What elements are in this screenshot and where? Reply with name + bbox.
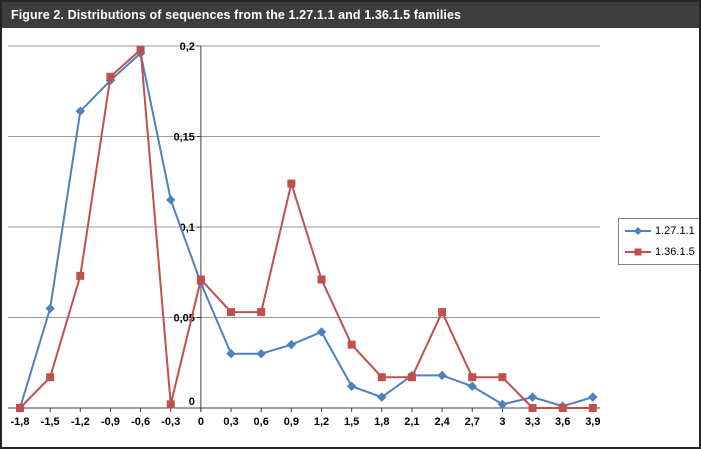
y-tick-label: 0,2 (180, 41, 195, 53)
x-tick-label: -1,8 (11, 416, 30, 428)
marker-square-icon (227, 308, 236, 317)
marker-square-icon (468, 373, 477, 382)
marker-diamond-icon (286, 339, 297, 350)
y-tick-label: 0,05 (173, 313, 194, 325)
x-tick-label: 3,9 (585, 416, 600, 428)
marker-diamond-icon (226, 348, 236, 359)
x-tick-label: 2,7 (465, 416, 480, 428)
x-tick-label: 1,5 (344, 416, 359, 428)
marker-diamond-icon (467, 381, 477, 391)
marker-square-icon (528, 404, 537, 412)
x-tick-label: 0,6 (254, 416, 269, 428)
legend-square-marker-icon (625, 246, 651, 258)
x-tick-label: 0,3 (223, 416, 238, 428)
marker-diamond-icon (377, 392, 387, 402)
chart-area: 0 0,05 0,1 0,15 0,2 -1,8 -1,5 -1,2 -0,9 -0,6 -0,3 0… (2, 28, 699, 447)
marker-square-icon (317, 275, 326, 284)
y-tick-label: 0 (189, 396, 195, 408)
marker-square-icon (166, 400, 175, 409)
marker-square-icon (257, 308, 266, 317)
series-line-1.36.1.5 (19, 48, 593, 409)
marker-square-icon (588, 404, 597, 412)
y-tick-label: 0,15 (173, 132, 194, 144)
x-tick-label: -0,9 (101, 416, 120, 428)
marker-square-icon (136, 45, 145, 54)
marker-square-icon (106, 72, 115, 81)
figure-title: Figure 2. Distributions of sequences fro… (11, 8, 462, 22)
marker-diamond-icon (166, 195, 176, 205)
marker-diamond-icon (256, 348, 266, 359)
legend-diamond-marker-icon (625, 225, 651, 237)
x-tick-label: 1,8 (374, 416, 389, 428)
marker-square-icon (76, 271, 85, 280)
marker-diamond-icon (437, 370, 447, 381)
marker-diamond-icon (316, 327, 327, 337)
marker-square-icon (438, 308, 447, 317)
marker-diamond-icon (45, 303, 55, 314)
marker-square-icon (498, 373, 507, 382)
legend-item-series-1: 1.27.1.1 (625, 225, 695, 237)
x-tick-label: -0,6 (131, 416, 150, 428)
x-tick-label: 1,2 (314, 416, 329, 428)
chart-canvas: 0 0,05 0,1 0,15 0,2 -1,8 -1,5 -1,2 -0,9 -0,6 -0,3 0… (8, 41, 600, 428)
x-tick-label: 3,3 (525, 416, 540, 428)
series-line-1.27.1.1 (19, 52, 594, 409)
marker-square-icon (558, 404, 567, 412)
x-tick-label: 3 (499, 416, 505, 428)
x-tick-label: 0 (198, 416, 204, 428)
legend-label-series-2: 1.36.1.5 (655, 246, 695, 258)
marker-diamond-icon (527, 392, 538, 402)
marker-square-icon (287, 179, 296, 188)
marker-diamond-icon (75, 106, 86, 116)
legend: 1.27.1.1 1.36.1.5 (618, 218, 699, 265)
marker-square-icon (407, 373, 416, 382)
marker-square-icon (377, 373, 386, 382)
legend-item-series-2: 1.36.1.5 (625, 246, 695, 258)
marker-square-icon (347, 340, 356, 349)
marker-square-icon (196, 275, 205, 284)
figure-title-bar: Figure 2. Distributions of sequences fro… (2, 2, 699, 28)
y-tick-label: 0,1 (180, 222, 195, 234)
x-tick-label: 3,6 (555, 416, 570, 428)
x-tick-label: 2,4 (434, 416, 450, 428)
marker-diamond-icon (588, 392, 598, 402)
marker-square-icon (46, 373, 55, 382)
x-tick-label: -0,3 (161, 416, 180, 428)
legend-label-series-1: 1.27.1.1 (655, 225, 695, 237)
x-tick-label: 0,9 (284, 416, 299, 428)
x-tick-label: 2,1 (404, 416, 419, 428)
marker-square-icon (16, 404, 24, 412)
x-tick-label: -1,5 (41, 416, 60, 428)
x-tick-label: -1,2 (71, 416, 90, 428)
marker-diamond-icon (346, 381, 357, 391)
marker-diamond-icon (497, 399, 508, 410)
